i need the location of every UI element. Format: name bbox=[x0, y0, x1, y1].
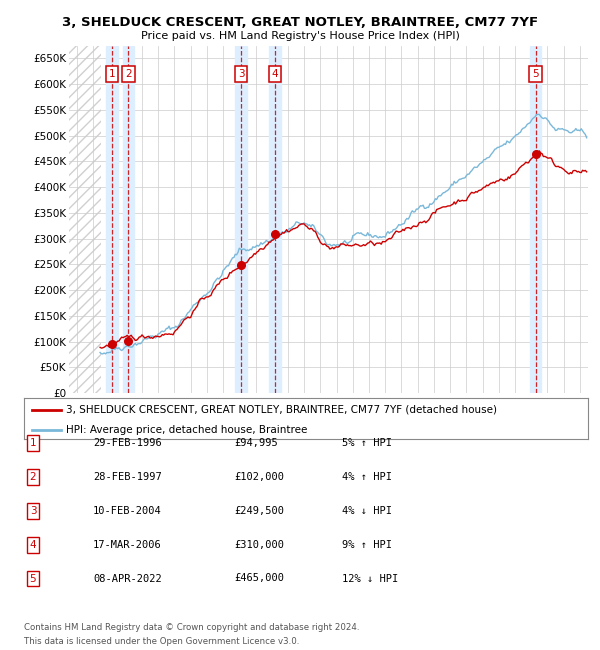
Text: 2: 2 bbox=[125, 69, 131, 79]
Text: 10-FEB-2004: 10-FEB-2004 bbox=[93, 506, 162, 516]
Text: 3, SHELDUCK CRESCENT, GREAT NOTLEY, BRAINTREE, CM77 7YF (detached house): 3, SHELDUCK CRESCENT, GREAT NOTLEY, BRAI… bbox=[66, 405, 497, 415]
Text: 5: 5 bbox=[29, 573, 37, 584]
Text: 12% ↓ HPI: 12% ↓ HPI bbox=[342, 573, 398, 584]
Text: 17-MAR-2006: 17-MAR-2006 bbox=[93, 540, 162, 550]
Text: 08-APR-2022: 08-APR-2022 bbox=[93, 573, 162, 584]
Text: 5% ↑ HPI: 5% ↑ HPI bbox=[342, 438, 392, 448]
Bar bbox=[235, 46, 247, 393]
Text: Contains HM Land Registry data © Crown copyright and database right 2024.: Contains HM Land Registry data © Crown c… bbox=[24, 623, 359, 632]
Bar bbox=[530, 46, 541, 393]
Bar bbox=[269, 46, 281, 393]
Text: 4: 4 bbox=[29, 540, 37, 550]
Text: 1: 1 bbox=[29, 438, 37, 448]
Text: 29-FEB-1996: 29-FEB-1996 bbox=[93, 438, 162, 448]
Text: Price paid vs. HM Land Registry's House Price Index (HPI): Price paid vs. HM Land Registry's House … bbox=[140, 31, 460, 41]
Text: 4: 4 bbox=[272, 69, 278, 79]
Text: £102,000: £102,000 bbox=[234, 472, 284, 482]
Bar bbox=[69, 46, 101, 393]
Bar bbox=[122, 46, 134, 393]
Text: 1: 1 bbox=[109, 69, 115, 79]
Text: 4% ↓ HPI: 4% ↓ HPI bbox=[342, 506, 392, 516]
Bar bbox=[106, 46, 118, 393]
Text: 5: 5 bbox=[532, 69, 539, 79]
Text: 3, SHELDUCK CRESCENT, GREAT NOTLEY, BRAINTREE, CM77 7YF: 3, SHELDUCK CRESCENT, GREAT NOTLEY, BRAI… bbox=[62, 16, 538, 29]
Text: £310,000: £310,000 bbox=[234, 540, 284, 550]
Text: £465,000: £465,000 bbox=[234, 573, 284, 584]
Text: 2: 2 bbox=[29, 472, 37, 482]
Text: £94,995: £94,995 bbox=[234, 438, 278, 448]
Text: 3: 3 bbox=[29, 506, 37, 516]
Text: 9% ↑ HPI: 9% ↑ HPI bbox=[342, 540, 392, 550]
Text: HPI: Average price, detached house, Braintree: HPI: Average price, detached house, Brai… bbox=[66, 425, 308, 435]
Text: 4% ↑ HPI: 4% ↑ HPI bbox=[342, 472, 392, 482]
Text: 28-FEB-1997: 28-FEB-1997 bbox=[93, 472, 162, 482]
Text: 3: 3 bbox=[238, 69, 244, 79]
Text: This data is licensed under the Open Government Licence v3.0.: This data is licensed under the Open Gov… bbox=[24, 636, 299, 645]
Text: £249,500: £249,500 bbox=[234, 506, 284, 516]
